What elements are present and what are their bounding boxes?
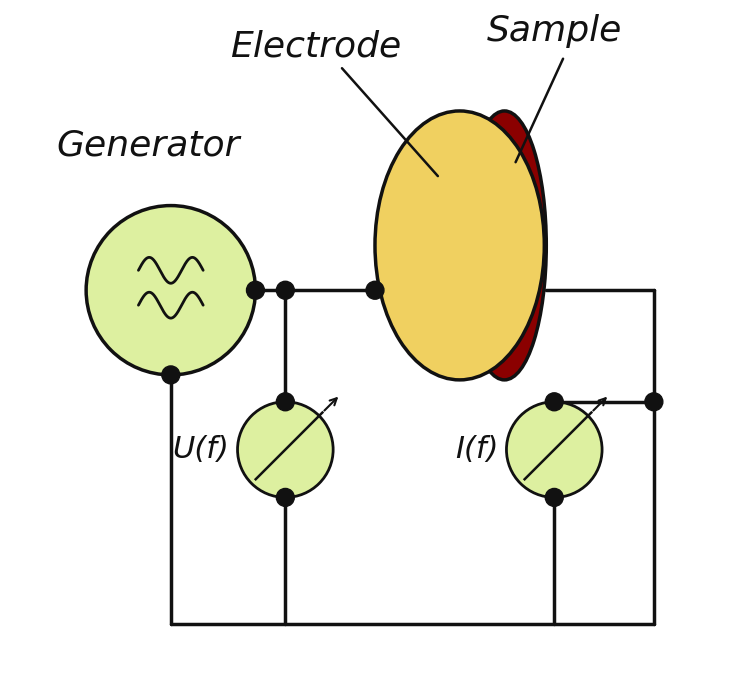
Text: Electrode: Electrode: [229, 29, 401, 63]
Circle shape: [506, 402, 602, 498]
Text: Generator: Generator: [56, 129, 240, 163]
Circle shape: [366, 281, 384, 299]
Text: U(f): U(f): [172, 435, 229, 464]
Circle shape: [645, 393, 663, 411]
Circle shape: [276, 489, 295, 506]
Circle shape: [238, 402, 333, 498]
Text: Sample: Sample: [487, 14, 622, 48]
Circle shape: [162, 366, 180, 384]
Circle shape: [545, 393, 563, 411]
Text: I(f): I(f): [455, 435, 499, 464]
Circle shape: [246, 281, 264, 299]
Ellipse shape: [375, 111, 545, 380]
Circle shape: [276, 393, 295, 411]
Ellipse shape: [462, 111, 546, 380]
Circle shape: [545, 489, 563, 506]
Circle shape: [276, 281, 295, 299]
Circle shape: [86, 206, 255, 375]
